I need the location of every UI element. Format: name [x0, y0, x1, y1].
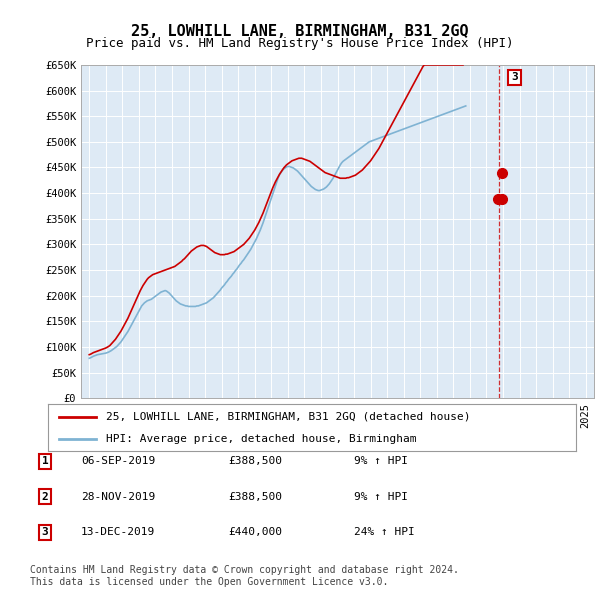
- Text: £388,500: £388,500: [228, 457, 282, 466]
- Text: 3: 3: [41, 527, 49, 537]
- Text: 24% ↑ HPI: 24% ↑ HPI: [354, 527, 415, 537]
- Text: Contains HM Land Registry data © Crown copyright and database right 2024.
This d: Contains HM Land Registry data © Crown c…: [30, 565, 459, 587]
- Text: 25, LOWHILL LANE, BIRMINGHAM, B31 2GQ: 25, LOWHILL LANE, BIRMINGHAM, B31 2GQ: [131, 24, 469, 38]
- Text: 2: 2: [41, 492, 49, 502]
- Text: 13-DEC-2019: 13-DEC-2019: [81, 527, 155, 537]
- Text: 9% ↑ HPI: 9% ↑ HPI: [354, 457, 408, 466]
- Text: 28-NOV-2019: 28-NOV-2019: [81, 492, 155, 502]
- Text: 25, LOWHILL LANE, BIRMINGHAM, B31 2GQ (detached house): 25, LOWHILL LANE, BIRMINGHAM, B31 2GQ (d…: [106, 412, 470, 422]
- Text: £388,500: £388,500: [228, 492, 282, 502]
- Text: 9% ↑ HPI: 9% ↑ HPI: [354, 492, 408, 502]
- Text: HPI: Average price, detached house, Birmingham: HPI: Average price, detached house, Birm…: [106, 434, 416, 444]
- Text: Price paid vs. HM Land Registry's House Price Index (HPI): Price paid vs. HM Land Registry's House …: [86, 37, 514, 50]
- Text: 06-SEP-2019: 06-SEP-2019: [81, 457, 155, 466]
- Text: £440,000: £440,000: [228, 527, 282, 537]
- Text: 3: 3: [511, 73, 518, 82]
- Text: 1: 1: [41, 457, 49, 466]
